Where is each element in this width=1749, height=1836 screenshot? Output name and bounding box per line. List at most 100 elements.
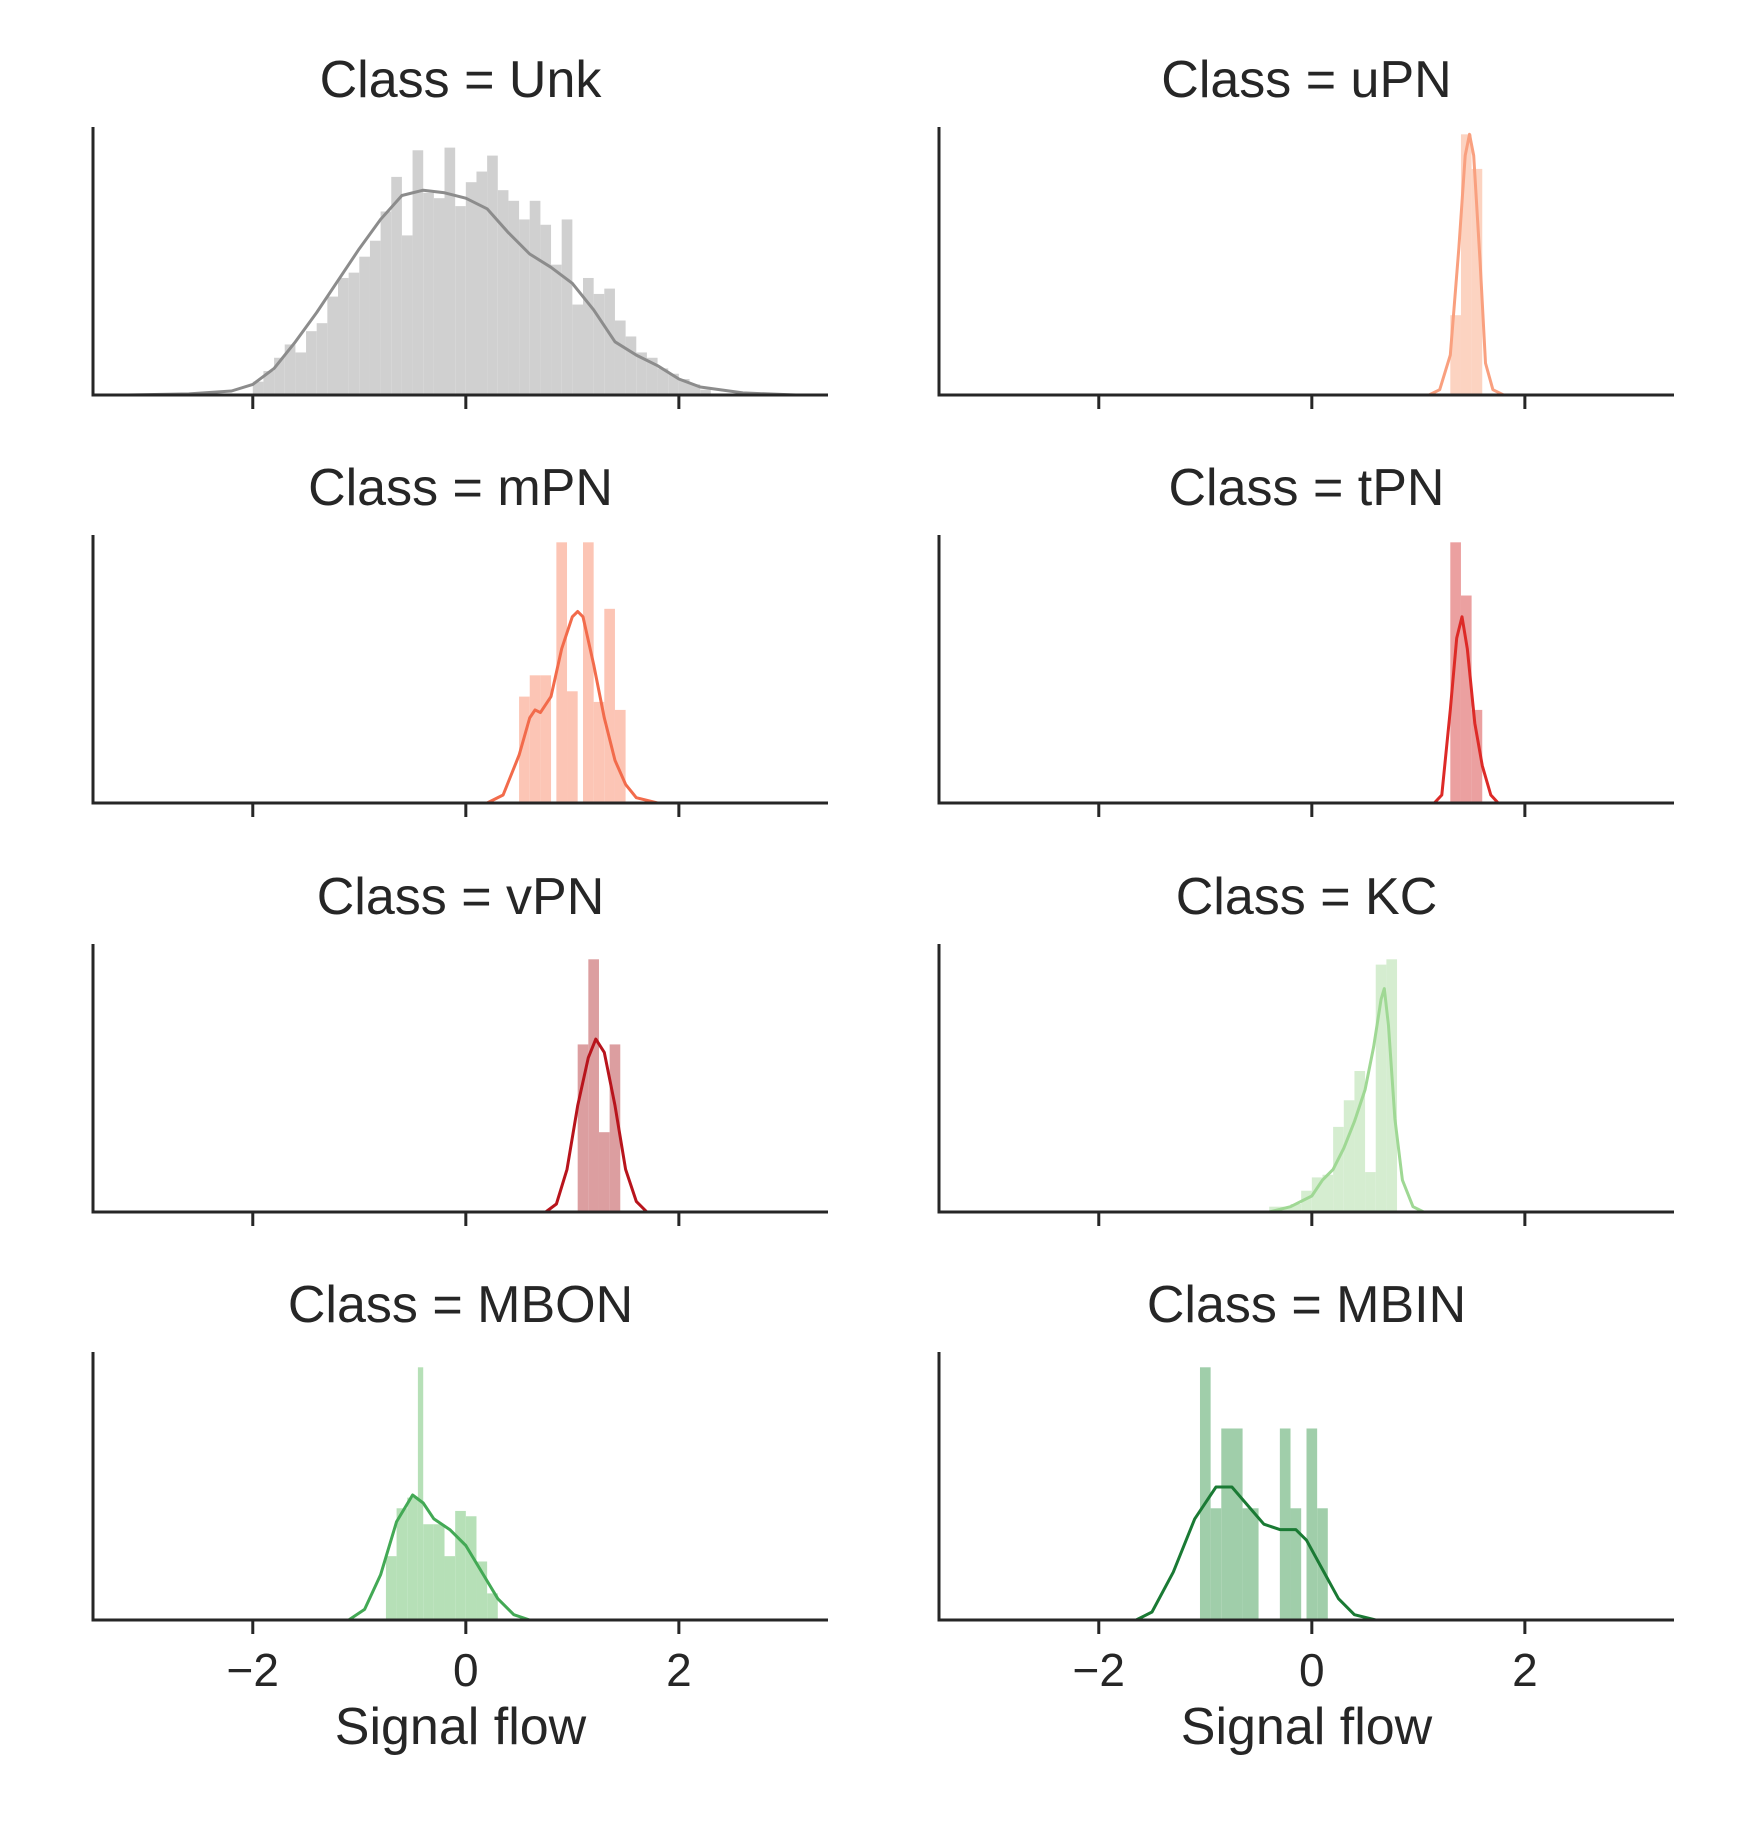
hist-bar <box>519 696 530 803</box>
x-tick-label: 0 <box>1299 1644 1325 1696</box>
hist-bar <box>444 147 456 395</box>
hist-bar <box>497 190 509 395</box>
hist-bar <box>593 701 605 803</box>
x-tick-label: 2 <box>1512 1644 1538 1696</box>
hist-bar <box>1290 1508 1302 1620</box>
hist-bar <box>1343 1100 1355 1212</box>
hist-bar <box>572 304 583 395</box>
hist-bar <box>1290 1204 1302 1212</box>
panel-5: Class = KC <box>937 868 1674 1226</box>
panel-title: Class = MBIN <box>1147 1276 1466 1334</box>
hist-bar <box>583 542 594 803</box>
hist-bar <box>306 331 317 395</box>
hist-bar <box>444 1556 456 1620</box>
hist-bar <box>508 200 520 395</box>
panel-title: Class = Unk <box>320 51 603 109</box>
hist-bar <box>604 288 615 395</box>
hist-bar <box>1221 1428 1243 1620</box>
hist-bar <box>455 1510 466 1620</box>
hist-bar <box>540 675 552 803</box>
hist-bar <box>678 379 690 395</box>
hist-bar <box>668 373 679 395</box>
hist-bar <box>465 1516 477 1620</box>
kde-line <box>1268 987 1425 1214</box>
hist-bar <box>1354 1071 1366 1212</box>
hist-bar <box>252 381 264 395</box>
hist-bar <box>577 1044 589 1212</box>
panel-title: Class = mPN <box>308 459 613 517</box>
hist-bar <box>433 198 445 395</box>
panel-3: Class = tPN <box>937 459 1674 817</box>
hist-bar <box>284 344 296 395</box>
x-tick-label: −2 <box>227 1644 279 1696</box>
x-tick-label: 0 <box>453 1644 479 1696</box>
hist-bar <box>1317 1508 1328 1620</box>
hist-bar <box>567 691 578 803</box>
hist-bar <box>423 1524 434 1620</box>
hist-bar <box>465 182 477 395</box>
hist-bar <box>407 1497 418 1620</box>
hist-bar <box>327 296 338 395</box>
panel-0: Class = Unk <box>91 51 828 409</box>
x-axis-label: Signal flow <box>1181 1698 1433 1756</box>
x-tick-label: 2 <box>666 1644 692 1696</box>
hist-bar <box>455 206 466 395</box>
panel-6: Class = MBON −2 0 2 Signal flow <box>91 1276 828 1756</box>
hist-bar <box>295 352 307 395</box>
hist-bar <box>396 1508 408 1620</box>
hist-bar <box>1199 1367 1211 1620</box>
hist-bar <box>556 542 568 803</box>
hist-bar <box>476 171 488 395</box>
hist-bar <box>359 256 370 395</box>
hist-bar <box>646 357 658 395</box>
hist-bar <box>657 368 669 395</box>
x-axis-label: Signal flow <box>335 1698 587 1756</box>
hist-bar <box>1471 709 1483 803</box>
hist-bar <box>609 1044 621 1212</box>
hist-bar <box>487 1593 498 1620</box>
hist-bar <box>412 150 424 395</box>
kde-line <box>1428 132 1505 397</box>
hist-bar <box>348 272 360 395</box>
hist-bar <box>604 608 615 803</box>
hist-bar <box>1279 1428 1291 1620</box>
hist-bar <box>263 371 275 395</box>
hist-bar <box>561 219 573 395</box>
hist-bar <box>476 1561 488 1620</box>
hist-bar <box>1301 1190 1312 1212</box>
hist-bar <box>401 235 413 395</box>
hist-bar <box>583 277 594 395</box>
hist-bar <box>529 200 541 395</box>
panel-2: Class = mPN <box>91 459 828 817</box>
panel-title: Class = uPN <box>1161 51 1451 109</box>
hist-bar <box>540 224 552 395</box>
hist-bar <box>1375 964 1387 1212</box>
hist-bar <box>391 176 402 395</box>
hist-bar <box>598 1132 610 1212</box>
kde-line <box>1135 1485 1377 1622</box>
hist-bar <box>369 240 381 395</box>
panel-title: Class = KC <box>1176 868 1438 926</box>
hist-bar <box>423 192 434 395</box>
hist-bar <box>529 675 541 803</box>
hist-bar <box>433 1524 445 1620</box>
hist-bar <box>1365 1172 1376 1212</box>
hist-bar <box>1450 542 1461 803</box>
hist-bar <box>1242 1508 1259 1620</box>
panel-title: Class = vPN <box>317 868 605 926</box>
hist-bar <box>1450 315 1461 395</box>
panel-1: Class = uPN <box>937 51 1674 409</box>
kde-line <box>544 1037 648 1214</box>
hist-bar <box>1333 1126 1344 1212</box>
hist-bar <box>1460 134 1472 395</box>
hist-bar <box>593 293 605 395</box>
x-tick-label: −2 <box>1073 1644 1125 1696</box>
kde-line <box>124 188 797 397</box>
hist-bar <box>1210 1508 1222 1620</box>
hist-bar <box>274 357 285 395</box>
hist-bar <box>614 320 626 395</box>
panel-title: Class = MBON <box>288 1276 633 1334</box>
hist-bar <box>625 336 637 395</box>
